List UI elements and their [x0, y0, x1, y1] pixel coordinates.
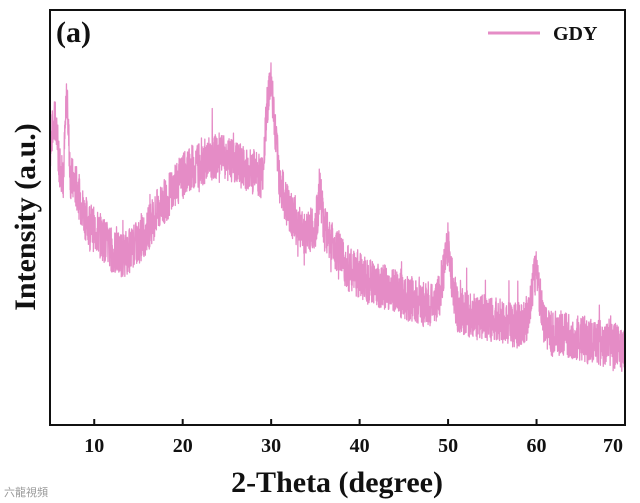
- x-tick-label: 20: [173, 435, 193, 457]
- legend: GDY: [488, 23, 598, 45]
- plot-frame: [49, 9, 626, 426]
- x-tick-label: 10: [84, 435, 104, 457]
- legend-label-gdy: GDY: [553, 23, 598, 45]
- series-line-gdy: [49, 62, 626, 372]
- watermark-text: 六龍視頻: [4, 486, 48, 499]
- x-axis: 10 20 30 40 50 60 70: [84, 419, 626, 457]
- x-tick-label: 50: [438, 435, 458, 457]
- x-tick-label: 60: [527, 435, 547, 457]
- plot-area: [49, 62, 626, 372]
- y-axis-title: Intensity (a.u.): [9, 123, 42, 311]
- x-tick-label: 70: [603, 435, 623, 457]
- panel-label: (a): [56, 16, 91, 49]
- x-axis-title: 2-Theta (degree): [231, 466, 443, 499]
- x-tick-label: 30: [261, 435, 281, 457]
- x-tick-label: 40: [350, 435, 370, 457]
